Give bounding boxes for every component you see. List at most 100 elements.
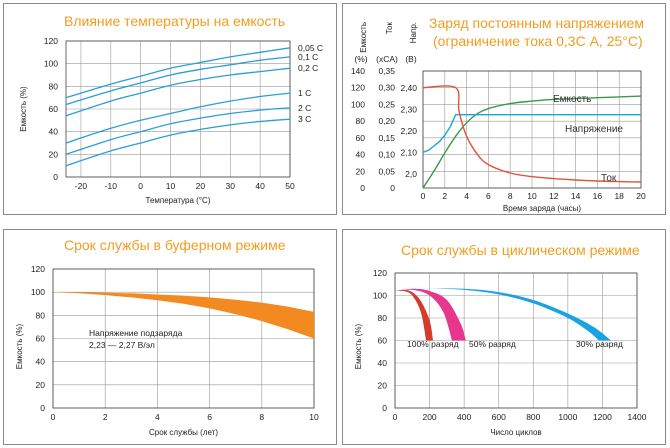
x-tick-label: 0 [421, 191, 426, 201]
y-tick-label: 0 [382, 403, 387, 413]
capacity-tick-label: 60 [356, 133, 366, 143]
chart-title: Срок службы в циклическом режиме [401, 242, 640, 258]
current-tick-label: 0 [390, 183, 395, 193]
x-tick-label: 10 [166, 181, 176, 191]
voltage-tick-label: 2,20 [400, 126, 417, 136]
constant-voltage-charge-panel: Заряд постоянным напряжением (ограничение… [342, 3, 666, 215]
y-tick-label: 60 [49, 104, 59, 114]
x-tick-label: 18 [614, 191, 624, 201]
y-tick-label: 100 [44, 59, 58, 69]
y-axis-label: Емкость (%) [354, 323, 363, 369]
x-tick-label: 200 [422, 412, 436, 422]
x-axis-label: Время заряда (часы) [503, 204, 581, 213]
cycle-band [395, 288, 466, 341]
y-tick-label: 120 [44, 36, 58, 46]
current-tick-label: 0,25 [378, 99, 395, 109]
y-tick-label: 80 [378, 313, 388, 323]
y-tick-label: 80 [36, 310, 46, 320]
y-tick-label: 100 [373, 291, 387, 301]
series-line [65, 67, 291, 117]
x-tick-label: 1400 [628, 412, 647, 422]
chart-title: Влияние температуры на емкость [64, 13, 285, 29]
plot-frame [394, 272, 638, 409]
x-tick-label: -20 [75, 181, 88, 191]
capacity-tick-label: 100 [351, 99, 365, 109]
x-axis-label: Число циклов [490, 428, 541, 437]
cycle-service-life-panel: Срок службы в циклическом режиме 0 20 40 60 8… [342, 229, 666, 445]
x-tick-label: 0 [138, 181, 143, 191]
plot-frame [422, 70, 642, 189]
x-tick-label: 8 [259, 412, 264, 422]
x-axis-label: Температура (°С) [146, 196, 211, 205]
legend-label: 3 С [298, 114, 311, 124]
axis-unit: (В) [405, 54, 417, 64]
current-tick-label: 0,15 [378, 133, 395, 143]
current-tick-label: 0,20 [378, 116, 395, 126]
series-label: 30% разряд [576, 339, 623, 349]
temperature-capacity-chart: Влияние температуры на емкость 0 20 40 60 80 1… [19, 13, 323, 205]
x-tick-label: 4 [155, 412, 160, 422]
capacity-tick-label: 140 [351, 66, 365, 76]
cycle-service-life-chart: Срок службы в циклическом режиме 0 20 40 60 8… [354, 242, 647, 437]
chart-title: Срок службы в буферном режиме [64, 237, 286, 253]
capacity-band [53, 292, 314, 339]
voltage-tick-label: 2,10 [400, 147, 417, 157]
x-tick-label: 40 [255, 181, 265, 191]
annotation-line-1: Напряжение подзаряда [89, 328, 183, 338]
y-tick-label: 80 [49, 81, 59, 91]
axis-unit: (xCA) [376, 54, 398, 64]
x-tick-label: 0 [393, 412, 398, 422]
x-tick-label: 400 [457, 412, 471, 422]
current-tick-label: 0,05 [378, 166, 395, 176]
y-axis-label: Емкость (%) [15, 323, 24, 369]
x-tick-label: 1000 [558, 412, 577, 422]
series-line [65, 56, 291, 106]
x-axis-label: Срок службы (лет) [149, 428, 218, 437]
x-tick-label: 4 [464, 191, 469, 201]
cycle-band [395, 289, 433, 341]
axis-header: Емкость [359, 22, 368, 53]
chart-subtitle: (ограничение тока 0,3С А, 25°С) [433, 33, 643, 49]
current-tick-label: 0,10 [378, 150, 395, 160]
x-tick-label: 16 [593, 191, 603, 201]
x-tick-label: 2 [442, 191, 447, 201]
x-tick-label: 14 [571, 191, 581, 201]
current-tick-label: 0,35 [378, 66, 395, 76]
y-tick-label: 0 [40, 403, 45, 413]
x-tick-label: -10 [105, 181, 118, 191]
capacity-tick-label: 40 [356, 150, 366, 160]
legend-label: 0,2 С [298, 63, 318, 73]
series-label: 100% разряд [407, 339, 459, 349]
y-tick-label: 20 [36, 380, 46, 390]
series-line [65, 92, 291, 144]
series-label: Емкость [553, 94, 591, 105]
x-tick-label: 800 [526, 412, 540, 422]
legend-label: 0,05 С [298, 43, 323, 53]
y-axis-label: Емкость (%) [19, 86, 28, 132]
series-line [65, 47, 291, 99]
x-tick-label: 30 [226, 181, 236, 191]
series-line [422, 85, 642, 183]
series-label: Ток [601, 173, 617, 184]
y-tick-label: 120 [373, 268, 387, 278]
legend-label: 1 С [298, 88, 311, 98]
axis-header: Напр. [409, 22, 418, 43]
x-tick-label: 20 [196, 181, 206, 191]
x-tick-label: 6 [207, 412, 212, 422]
series-line [65, 118, 291, 167]
x-tick-label: 6 [486, 191, 491, 201]
series-line [422, 114, 641, 154]
chart-title: Заряд постоянным напряжением [429, 15, 644, 31]
temperature-capacity-panel: Влияние температуры на емкость 0 20 40 60 80 1… [3, 3, 337, 215]
x-tick-label: 10 [527, 191, 537, 201]
y-tick-label: 60 [378, 336, 388, 346]
capacity-tick-label: 0 [360, 183, 365, 193]
voltage-tick-label: 2,30 [400, 104, 417, 114]
axis-unit: (%) [354, 54, 367, 64]
y-tick-label: 40 [49, 127, 59, 137]
constant-voltage-charge-chart: Заряд постоянным напряжением (ограничение… [351, 15, 646, 213]
current-tick-label: 0,30 [378, 83, 395, 93]
y-tick-label: 100 [31, 287, 45, 297]
voltage-tick-label: 2,40 [400, 83, 417, 93]
plot-frame [65, 40, 291, 178]
